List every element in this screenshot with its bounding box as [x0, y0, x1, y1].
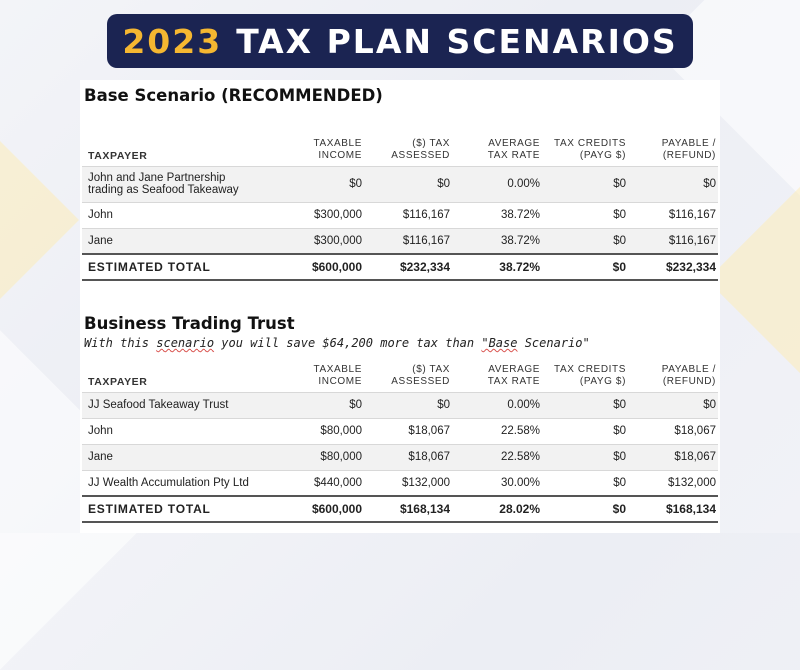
- taxable-income-cell: $0: [270, 391, 364, 418]
- tax-assessed-cell: $0: [364, 165, 452, 202]
- header-payable-refund: PAYABLE / (REFUND): [661, 137, 716, 161]
- base-scenario-table: TAXPAYER TAXABLE INCOME ($) TAX ASSESSED A…: [82, 130, 718, 281]
- total-income: $600,000: [270, 495, 364, 523]
- table-row: John $80,000 $18,067 22.58% $0 $18,067: [82, 417, 718, 444]
- table-row: JJ Seafood Takeaway Trust $0 $0 0.00% $0…: [82, 391, 718, 418]
- header-tax-assessed: ($) TAX ASSESSED: [391, 363, 450, 387]
- payable-cell: $116,167: [628, 227, 718, 254]
- payable-cell: $18,067: [628, 417, 718, 444]
- tax-assessed-cell: $18,067: [364, 417, 452, 444]
- average-rate-cell: 0.00%: [452, 391, 542, 418]
- header-tax-assessed: ($) TAX ASSESSED: [391, 137, 450, 161]
- header-average-tax-rate: AVERAGE TAX RATE: [487, 363, 540, 387]
- tax-credits-cell: $0: [542, 469, 628, 496]
- header-taxable-income: TAXABLE INCOME: [313, 137, 362, 161]
- banner-title: TAX PLAN SCENARIOS: [236, 21, 678, 61]
- tax-document: Base Scenario (RECOMMENDED) TAXPAYER TAX…: [80, 80, 720, 533]
- background-accent: [706, 166, 800, 394]
- tax-assessed-cell: $18,067: [364, 443, 452, 470]
- header-taxpayer: TAXPAYER: [88, 149, 148, 162]
- average-rate-cell: 0.00%: [452, 165, 542, 202]
- header-tax-credits: TAX CREDITS (PAYG $): [554, 137, 626, 161]
- taxable-income-cell: $300,000: [270, 201, 364, 228]
- total-credits: $0: [542, 495, 628, 523]
- table-header-row: TAXPAYER TAXABLE INCOME ($) TAX ASSESSED A…: [82, 360, 718, 392]
- header-payable-refund: PAYABLE / (REFUND): [661, 363, 716, 387]
- header-average-tax-rate: AVERAGE TAX RATE: [487, 137, 540, 161]
- average-rate-cell: 30.00%: [452, 469, 542, 496]
- taxpayer-name: JJ Wealth Accumulation Pty Ltd: [82, 469, 270, 496]
- header-tax-credits: TAX CREDITS (PAYG $): [554, 363, 626, 387]
- header-taxable-income: TAXABLE INCOME: [313, 363, 362, 387]
- tax-assessed-cell: $0: [364, 391, 452, 418]
- tax-credits-cell: $0: [542, 443, 628, 470]
- tax-assessed-cell: $116,167: [364, 201, 452, 228]
- taxpayer-name: John and Jane Partnership trading as Seaf…: [82, 165, 270, 202]
- total-row: ESTIMATED TOTAL $600,000 $232,334 38.72%…: [82, 253, 718, 281]
- table-row: JJ Wealth Accumulation Pty Ltd $440,000 …: [82, 469, 718, 496]
- table-row: John and Jane Partnership trading as Seaf…: [82, 165, 718, 202]
- tax-credits-cell: $0: [542, 417, 628, 444]
- taxable-income-cell: $0: [270, 165, 364, 202]
- payable-cell: $116,167: [628, 201, 718, 228]
- background-accent: [0, 121, 79, 319]
- total-rate: 28.02%: [452, 495, 542, 523]
- tax-credits-cell: $0: [542, 227, 628, 254]
- taxpayer-name: Jane: [82, 443, 270, 470]
- taxable-income-cell: $80,000: [270, 417, 364, 444]
- taxable-income-cell: $80,000: [270, 443, 364, 470]
- tax-credits-cell: $0: [542, 391, 628, 418]
- taxpayer-name: John: [82, 417, 270, 444]
- total-credits: $0: [542, 253, 628, 281]
- banner-year: 2023: [122, 21, 223, 61]
- tax-credits-cell: $0: [542, 201, 628, 228]
- payable-cell: $18,067: [628, 443, 718, 470]
- total-income: $600,000: [270, 253, 364, 281]
- total-tax: $232,334: [364, 253, 452, 281]
- header-taxpayer: TAXPAYER: [88, 375, 148, 388]
- taxpayer-name: John: [82, 201, 270, 228]
- table-row: Jane $300,000 $116,167 38.72% $0 $116,16…: [82, 227, 718, 254]
- tax-assessed-cell: $132,000: [364, 469, 452, 496]
- trust-scenario-title: Business Trading Trust: [84, 314, 295, 333]
- total-label: ESTIMATED TOTAL: [82, 495, 270, 523]
- taxpayer-name: Jane: [82, 227, 270, 254]
- average-rate-cell: 22.58%: [452, 417, 542, 444]
- table-row: Jane $80,000 $18,067 22.58% $0 $18,067: [82, 443, 718, 470]
- taxable-income-cell: $300,000: [270, 227, 364, 254]
- total-row: ESTIMATED TOTAL $600,000 $168,134 28.02%…: [82, 495, 718, 523]
- total-tax: $168,134: [364, 495, 452, 523]
- table-row: John $300,000 $116,167 38.72% $0 $116,16…: [82, 201, 718, 228]
- payable-cell: $0: [628, 391, 718, 418]
- base-scenario-title: Base Scenario (RECOMMENDED): [84, 86, 383, 105]
- average-rate-cell: 38.72%: [452, 227, 542, 254]
- taxable-income-cell: $440,000: [270, 469, 364, 496]
- total-payable: $168,134: [628, 495, 718, 523]
- title-banner: 2023 TAX PLAN SCENARIOS: [107, 14, 693, 68]
- savings-note: With this scenario you will save $64,200…: [84, 336, 590, 350]
- trust-scenario-table: TAXPAYER TAXABLE INCOME ($) TAX ASSESSED A…: [82, 360, 718, 523]
- total-rate: 38.72%: [452, 253, 542, 281]
- taxpayer-name: JJ Seafood Takeaway Trust: [82, 391, 270, 418]
- tax-credits-cell: $0: [542, 165, 628, 202]
- average-rate-cell: 22.58%: [452, 443, 542, 470]
- payable-cell: $0: [628, 165, 718, 202]
- total-payable: $232,334: [628, 253, 718, 281]
- table-header-row: TAXPAYER TAXABLE INCOME ($) TAX ASSESSED A…: [82, 130, 718, 166]
- total-label: ESTIMATED TOTAL: [82, 253, 270, 281]
- payable-cell: $132,000: [628, 469, 718, 496]
- tax-assessed-cell: $116,167: [364, 227, 452, 254]
- average-rate-cell: 38.72%: [452, 201, 542, 228]
